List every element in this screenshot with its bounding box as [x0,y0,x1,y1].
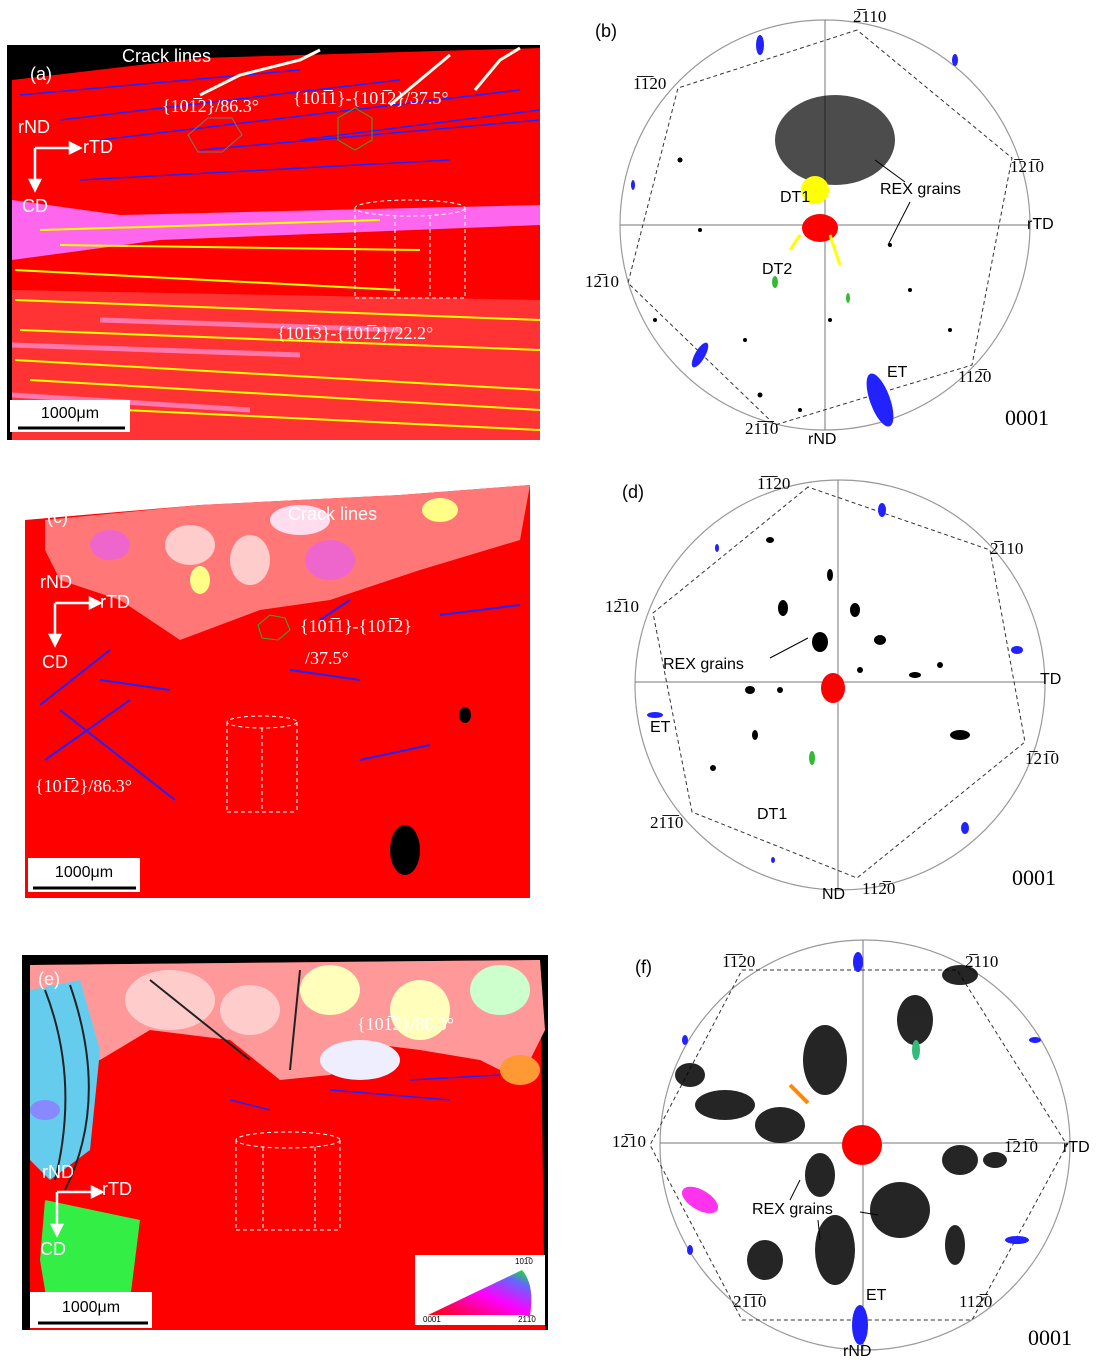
scale-label: 1000μm [55,864,113,881]
annotation: DT1 [780,189,810,206]
axis-label: rND [843,1343,871,1360]
axis-label: CD [22,196,48,216]
map-c [25,485,530,898]
annotation: {101̅2}/86.3° [35,776,132,796]
axis-label: rND [40,572,72,592]
page: {"panels": [ {"label": "(a)", "texts": [… [0,0,1099,1362]
pole-label: 112̅0 [958,367,991,386]
axis-label: rND [18,117,50,137]
pole-d [635,480,1045,890]
pole-label: 1̅1̅20 [722,952,755,971]
plane-label: 0001 [1028,1325,1072,1350]
pole-label: 21̅1̅0 [650,813,683,832]
legend-label: 21̅1̅0 [518,1315,536,1324]
axis-label: CD [40,1239,66,1259]
annotation: {101̅3}-{101̅2}/22.2° [277,323,433,343]
annotation: REX grains [752,1201,833,1218]
annotation: REX grains [880,181,961,198]
axis-label: ND [822,886,845,903]
axis-label: rND [808,431,836,448]
axis-label: TD [1040,671,1061,688]
panel-label: (e) [38,969,60,989]
annotation: {101̅2}/86.3° [162,96,259,116]
scale-label: 1000μm [41,405,99,422]
axis-label: rTD [83,137,113,157]
pole-label: 1̅1̅20 [757,474,790,493]
pole-label: 21̅1̅0 [733,1292,766,1311]
pole-label: 21̅1̅0 [745,419,778,438]
pole-label: 1̅21̅0 [1025,749,1059,768]
annotation: ET [866,1287,887,1304]
pole-label: 112̅0 [959,1292,992,1311]
legend-label: 101̅0 [515,1257,533,1266]
pole-label: 1̅1̅20 [633,74,666,93]
pole-label: 1̅21̅0 [1004,1137,1038,1156]
pole-label: 12̅10 [585,272,619,291]
axis-label: rTD [100,592,130,612]
pole-label: 12̅10 [605,597,639,616]
axis-label: rND [42,1162,74,1182]
pole-label: 112̅0 [862,879,895,898]
panel-label: (a) [30,64,52,84]
panel-label: (d) [622,482,644,502]
annotation: /37.5° [305,648,349,668]
panel-label: (b) [595,21,617,41]
annotation: DT1 [757,806,787,823]
pole-label: 2̅110 [965,952,998,971]
pole-label: 1̅21̅0 [1010,157,1044,176]
panel-label: (c) [47,507,68,527]
annotation: DT2 [762,261,792,278]
annotation: {101̅2}/86.3° [357,1014,454,1034]
axis-label: CD [42,652,68,672]
map-e [22,955,548,1330]
panel-label: (f) [635,957,652,977]
annotation: Crack lines [288,504,377,524]
map-a [7,45,540,440]
annotation: {101̅1}-{101̅2} [300,616,412,636]
annotation: ET [650,719,671,736]
annotation: REX grains [663,656,744,673]
annotation: Crack lines [122,46,211,66]
plane-label: 0001 [1005,405,1049,430]
annotation: ET [887,364,908,381]
pole-label: 2̅110 [853,7,886,26]
axis-label: rTD [102,1179,132,1199]
axis-label: rTD [1027,216,1054,233]
plane-label: 0001 [1012,865,1056,890]
pole-label: 12̅10 [612,1132,646,1151]
figure: (a) Crack lines {101̅2}/86.3° {101̅1}-{1… [0,0,1099,1362]
scale-label: 1000μm [62,1299,120,1316]
legend-label: 0001 [423,1315,441,1324]
annotation: {101̅1}-{101̅2}/37.5° [293,88,449,108]
axis-label: rTD [1063,1139,1090,1156]
pole-label: 2̅110 [990,539,1023,558]
